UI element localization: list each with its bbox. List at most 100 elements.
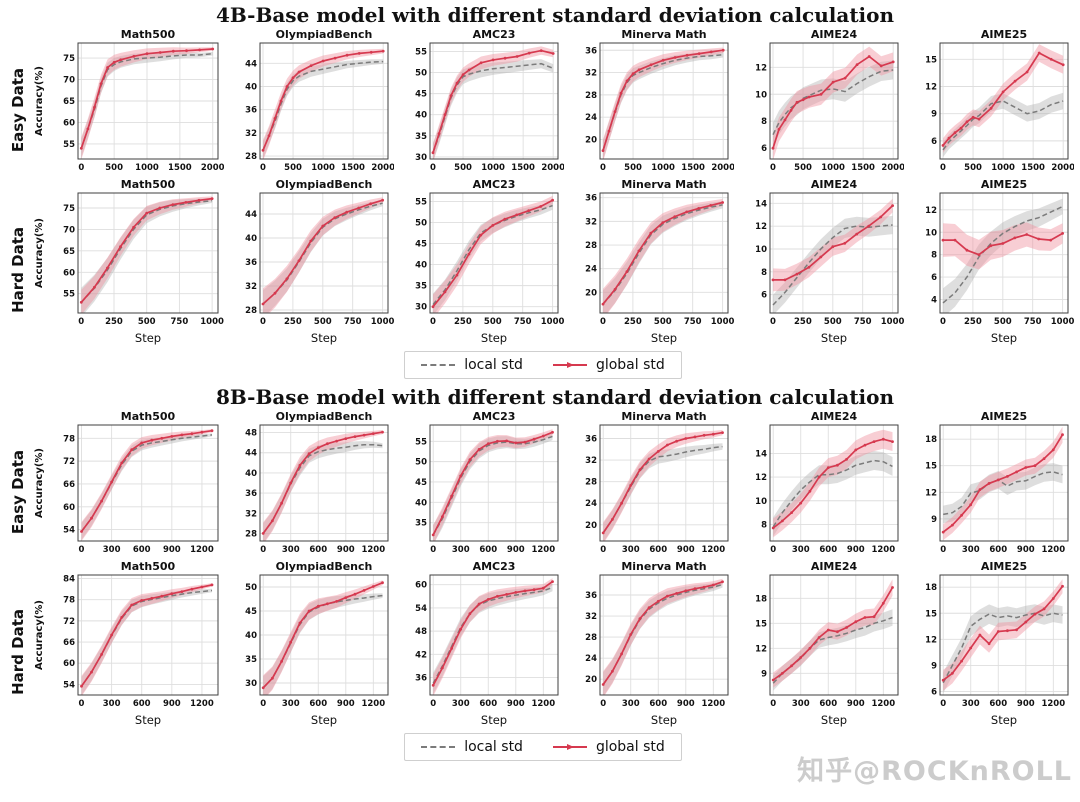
row-label-hard-data-4b: Hard Data <box>9 227 27 313</box>
svg-text:1200: 1200 <box>531 699 555 709</box>
subplot-4b-hard-aime25: 0 250 500 750 1000 4 6 8 10 12 AIME25 Step <box>925 178 1074 345</box>
svg-text:1200: 1200 <box>190 545 214 555</box>
svg-text:42: 42 <box>415 650 427 660</box>
subplot-8b-easy-olympiadbench: 0 300 600 900 1200 28 32 36 40 44 48 OlympiadBench <box>245 410 389 555</box>
svg-text:70: 70 <box>63 225 75 235</box>
svg-text:60: 60 <box>63 659 75 669</box>
svg-text:36: 36 <box>415 674 427 684</box>
svg-text:500: 500 <box>794 163 812 173</box>
svg-text:0: 0 <box>770 317 776 327</box>
svg-text:40: 40 <box>245 631 257 641</box>
subplot-4b-hard-amc23: 0 250 500 750 1000 30 35 40 45 50 55 AMC23 Step <box>415 178 564 345</box>
svg-text:1200: 1200 <box>1041 545 1065 555</box>
svg-text:6: 6 <box>931 688 937 698</box>
legend-label-global-std: global std <box>595 357 665 373</box>
svg-text:40: 40 <box>245 83 257 93</box>
svg-text:48: 48 <box>415 627 427 637</box>
svg-text:9: 9 <box>931 110 937 120</box>
svg-text:36: 36 <box>585 46 597 56</box>
svg-text:32: 32 <box>245 282 257 292</box>
svg-text:300: 300 <box>282 545 300 555</box>
svg-text:250: 250 <box>284 317 302 327</box>
svg-text:AIME24: AIME24 <box>811 28 858 41</box>
svg-text:0: 0 <box>600 545 606 555</box>
svg-text:10: 10 <box>755 245 767 255</box>
svg-text:44: 44 <box>245 59 257 69</box>
legend-item-local-std: local std <box>421 357 523 373</box>
local-std-line-sample <box>421 364 456 366</box>
svg-text:12: 12 <box>755 644 767 654</box>
svg-text:0: 0 <box>430 699 436 709</box>
svg-text:55: 55 <box>63 290 75 300</box>
svg-text:300: 300 <box>452 699 470 709</box>
svg-text:900: 900 <box>847 699 865 709</box>
svg-text:6: 6 <box>931 137 937 147</box>
svg-text:1500: 1500 <box>341 163 365 173</box>
svg-text:0: 0 <box>260 545 266 555</box>
svg-text:36: 36 <box>245 258 257 268</box>
svg-text:4: 4 <box>931 296 937 306</box>
subplot-8b-easy-aime25: 0 300 600 900 1200 9 12 15 18 AIME25 <box>925 410 1069 555</box>
svg-text:300: 300 <box>792 699 810 709</box>
svg-text:900: 900 <box>677 545 695 555</box>
svg-text:30: 30 <box>415 153 427 163</box>
svg-text:2000: 2000 <box>711 163 734 173</box>
svg-text:Minerva Math: Minerva Math <box>621 410 706 423</box>
svg-text:36: 36 <box>585 591 597 601</box>
svg-text:55: 55 <box>415 197 427 207</box>
svg-text:32: 32 <box>585 612 597 622</box>
svg-text:12: 12 <box>925 635 937 645</box>
svg-text:OlympiadBench: OlympiadBench <box>276 28 373 41</box>
svg-text:AMC23: AMC23 <box>473 28 516 41</box>
svg-text:0: 0 <box>600 317 606 327</box>
svg-text:60: 60 <box>63 503 75 513</box>
svg-text:8: 8 <box>761 520 767 530</box>
svg-text:14: 14 <box>755 449 767 459</box>
svg-text:1500: 1500 <box>168 163 192 173</box>
svg-text:48: 48 <box>245 429 257 439</box>
svg-text:900: 900 <box>1017 545 1035 555</box>
subplot-4b-easy-olympiadbench: 0 500 1000 1500 2000 28 32 36 40 44 OlympiadBench <box>245 28 394 173</box>
svg-text:35: 35 <box>415 519 427 529</box>
svg-text:Step: Step <box>135 331 161 345</box>
svg-text:20: 20 <box>585 675 597 685</box>
subplot-4b-easy-aime24: 0 500 1000 1500 2000 6 8 10 12 AIME24 <box>755 28 904 173</box>
svg-text:45: 45 <box>245 607 257 617</box>
section-8b-title: 8B-Base model with different standard de… <box>215 385 895 409</box>
svg-text:32: 32 <box>585 69 597 79</box>
svg-text:1500: 1500 <box>851 163 875 173</box>
global-std-line-sample <box>552 361 587 368</box>
svg-text:28: 28 <box>245 152 257 162</box>
svg-text:18: 18 <box>925 435 937 445</box>
svg-text:50: 50 <box>245 583 257 593</box>
svg-text:35: 35 <box>415 282 427 292</box>
svg-text:750: 750 <box>171 317 189 327</box>
svg-text:36: 36 <box>585 434 597 444</box>
svg-text:66: 66 <box>63 638 75 648</box>
subplot-4b-easy-aime25: 0 500 1000 1500 2000 6 9 12 15 AIME25 <box>925 28 1074 173</box>
subplot-8b-easy-amc23: 0 300 600 900 1200 35 40 45 50 55 AMC23 <box>415 410 559 555</box>
svg-text:0: 0 <box>78 317 84 327</box>
legend-4b: local std global std <box>6 351 1080 379</box>
svg-text:900: 900 <box>677 699 695 709</box>
svg-text:1000: 1000 <box>651 163 675 173</box>
svg-text:500: 500 <box>454 163 472 173</box>
svg-text:35: 35 <box>245 655 257 665</box>
svg-text:AMC23: AMC23 <box>473 178 516 191</box>
subplot-4b-easy-minerva-math: 0 500 1000 1500 2000 20 24 28 32 36 Minerva Math <box>585 28 734 173</box>
svg-text:Minerva Math: Minerva Math <box>621 178 706 191</box>
legend-box-4b: local std global std <box>404 351 682 379</box>
svg-text:AMC23: AMC23 <box>473 410 516 423</box>
svg-text:500: 500 <box>284 163 302 173</box>
legend-8b: local std global std <box>6 733 1080 761</box>
svg-text:6: 6 <box>931 273 937 283</box>
svg-text:1000: 1000 <box>991 163 1015 173</box>
svg-text:45: 45 <box>415 240 427 250</box>
svg-text:54: 54 <box>63 680 75 690</box>
svg-text:0: 0 <box>940 317 946 327</box>
svg-text:300: 300 <box>622 545 640 555</box>
legend-box-8b: local std global std <box>404 733 682 761</box>
svg-text:1500: 1500 <box>681 163 705 173</box>
svg-text:28: 28 <box>585 478 597 488</box>
svg-text:500: 500 <box>484 317 502 327</box>
